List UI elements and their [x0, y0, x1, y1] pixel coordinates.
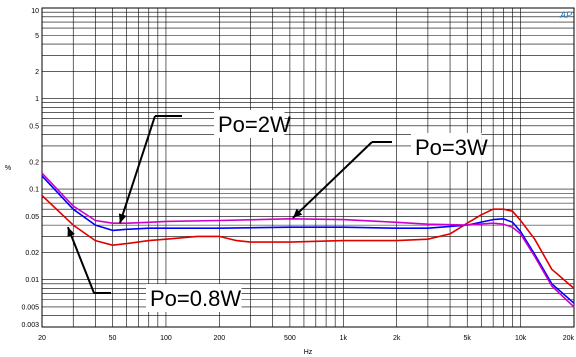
y-tick-label: 5	[35, 33, 39, 40]
series-line-2	[41, 175, 575, 304]
y-tick-label: 0.003	[21, 322, 39, 329]
annotation-bg	[411, 133, 482, 161]
y-tick-label: 0.005	[21, 304, 39, 311]
series-line-1	[41, 194, 575, 290]
x-tick-label: 20k	[563, 335, 575, 342]
y-tick-label: 0.05	[25, 214, 39, 221]
grid	[42, 8, 574, 327]
y-tick-label: 0.01	[25, 277, 39, 284]
y-tick-label: 1	[35, 96, 39, 103]
x-tick-label: 10k	[515, 335, 527, 342]
x-tick-labels: 20 50 100 200 500 1k 2k 5k 10k 20k	[38, 335, 574, 342]
annotation-label: Po=2W	[218, 112, 291, 137]
y-tick-label: 0.2	[29, 159, 39, 166]
y-tick-label: 10	[31, 8, 39, 15]
annotation-arrow	[292, 141, 373, 219]
x-tick-label: 200	[213, 335, 225, 342]
annotation-arrowhead	[67, 227, 75, 237]
logo-mark: AP	[559, 10, 572, 20]
x-tick-label: 20	[38, 335, 46, 342]
annotation-bg	[146, 284, 242, 312]
annotations: Po=2W Po=3W Po=0.8W	[66, 110, 488, 312]
x-tick-label: 50	[109, 335, 117, 342]
series-group	[41, 172, 575, 308]
x-tick-label: 100	[160, 335, 172, 342]
annotation-arrowhead	[292, 208, 303, 218]
annotation-arrowhead	[118, 213, 127, 224]
annotation-arrow	[66, 226, 95, 294]
plot-area	[41, 7, 575, 328]
x-axis-label: Hz	[304, 349, 313, 356]
y-tick-label: 2	[35, 69, 39, 76]
y-tick-label: 0.02	[25, 250, 39, 257]
annotation-arrow	[118, 115, 156, 224]
annotation-label: Po=0.8W	[150, 286, 241, 311]
series-line-3	[41, 172, 575, 308]
y-axis-label: %	[5, 165, 11, 172]
y-tick-label: 0.1	[29, 187, 39, 194]
y-tick-labels: 10 5 2 1 0.5 0.2 0.1 0.05 0.02 0.01 0.005 0.003	[21, 8, 39, 329]
y-tick-label: 0.5	[29, 123, 39, 130]
x-tick-label: 5k	[464, 335, 472, 342]
x-tick-label: 1k	[340, 335, 348, 342]
x-tick-label: 2k	[393, 335, 401, 342]
annotation-bg	[214, 110, 285, 138]
x-tick-label: 500	[284, 335, 296, 342]
annotation-label: Po=3W	[415, 135, 488, 160]
